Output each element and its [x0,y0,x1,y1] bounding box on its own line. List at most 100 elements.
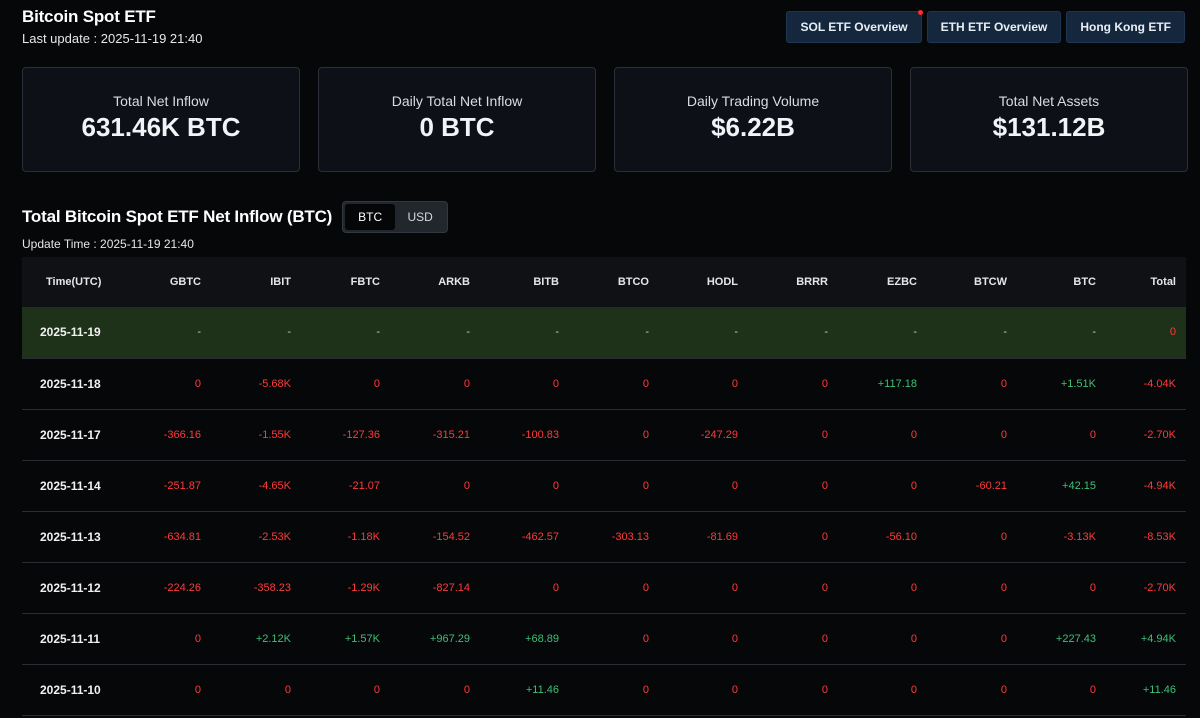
table-cell: +11.46 [1142,683,1176,696]
row-date-cell: 2025-11-17 [40,427,101,442]
column-header-hodl: HODL [706,276,738,288]
table-cell: -4.04K [1143,377,1176,390]
table-cell: -1.55K [258,428,291,441]
table-cell: -2.70K [1143,428,1176,441]
table-row: 2025-11-14 -251.87 -4.65K -21.07 0 0 0 0 0 0 -60.2… [22,460,1186,511]
stat-value: $6.22B [711,112,795,142]
column-header-fbtc: FBTC [350,276,380,288]
table-cell: 0 [1000,581,1007,594]
table-cell: 0 [910,428,917,441]
section-header: Total Bitcoin Spot ETF Net Inflow (BTC) … [22,201,449,233]
table-cell: -3.13K [1063,530,1096,543]
section-title: Total Bitcoin Spot ETF Net Inflow (BTC) [22,207,333,226]
table-cell: 0 [642,683,649,696]
row-date-cell: 2025-11-14 [40,478,101,493]
eth-etf-overview-button[interactable]: ETH ETF Overview [926,11,1062,43]
table-cell: 0 [731,479,738,492]
table-cell: - [913,326,917,339]
table-cell: 0 [1000,632,1007,645]
table-cell: 0 [821,479,828,492]
unit-toggle: BTC USD [342,201,449,233]
table-cell: 0 [1089,581,1096,594]
table-cell: 0 [1089,683,1096,696]
table-cell: -100.83 [521,428,559,441]
table-cell: -247.29 [700,428,738,441]
table-cell: -1.29K [347,581,380,594]
row-date-cell: 2025-11-19 [40,325,101,340]
table-cell: -81.69 [706,530,738,543]
table-cell: - [555,326,559,339]
table-cell: 0 [373,377,380,390]
column-header-btcw: BTCW [974,276,1007,288]
table-cell: -224.26 [163,581,201,594]
table-cell: -827.14 [432,581,470,594]
column-header-brrr: BRRR [796,276,828,288]
table-cell: 0 [1169,326,1176,339]
stat-value: 0 BTC [419,112,495,142]
table-cell: 0 [821,632,828,645]
table-body: 2025-11-19 - - - - - - - - - - - 0 2025-11-18 0 -5.68K 0… [22,307,1186,715]
page-title: Bitcoin Spot ETF [22,7,156,26]
table-cell: +11.46 [525,683,559,696]
table-cell: 0 [821,428,828,441]
table-cell: -21.07 [348,479,380,492]
table-row: 2025-11-12 -224.26 -358.23 -1.29K -827.14 0 0 0… [22,562,1186,613]
row-date-cell: 2025-11-10 [40,682,101,697]
hong-kong-etf-label: Hong Kong ETF [1080,20,1171,34]
table-cell: 0 [642,377,649,390]
table-cell: 0 [731,683,738,696]
column-header-btc: BTC [1073,276,1096,288]
stat-value: $131.12B [992,112,1106,142]
table-cell: -358.23 [253,581,291,594]
table-cell: -4.94K [1143,479,1176,492]
table-cell: -251.87 [163,479,201,492]
table-cell: +117.18 [877,377,917,390]
table-cell: 0 [552,581,559,594]
stat-card-daily-trading-volume: Daily Trading Volume $6.22B [614,67,892,172]
stat-label: Daily Trading Volume [686,93,820,109]
column-header-btco: BTCO [617,276,649,288]
table-cell: 0 [910,581,917,594]
net-inflow-table: Time(UTC) GBTC IBIT FBTC ARKB BITB BTCO HODL BRR… [22,257,1186,716]
table-cell: 0 [284,683,291,696]
update-time-text: Update Time : 2025-11-19 21:40 [22,237,194,251]
table-cell: 0 [642,428,649,441]
sol-etf-overview-button[interactable]: SOL ETF Overview [786,10,923,43]
table-row: 2025-11-18 0 -5.68K 0 0 0 0 0 0 +117.18 0 +1.51K -4.… [22,358,1186,409]
stats-cards: Total Net Inflow 631.46K BTC Daily Total… [22,67,1188,172]
row-date-cell: 2025-11-13 [40,529,101,544]
table-cell: -56.10 [885,530,917,543]
table-cell: - [1092,326,1096,339]
table-cell: 0 [731,581,738,594]
table-row: 2025-11-17 -366.16 -1.55K -127.36 -315.21 -10… [22,409,1186,460]
row-date-cell: 2025-11-11 [40,631,101,646]
table-cell: 0 [194,377,201,390]
stat-label: Total Net Inflow [113,93,209,109]
table-cell: +4.94K [1140,632,1176,645]
stat-label: Daily Total Net Inflow [391,93,523,109]
table-cell: 0 [910,683,917,696]
row-date-cell: 2025-11-18 [40,376,101,391]
toggle-btc-option[interactable]: BTC [345,204,396,230]
table-cell: -8.53K [1143,530,1176,543]
table-cell: - [734,326,738,339]
table-cell: 0 [1000,428,1007,441]
table-cell: 0 [1089,428,1096,441]
table-cell: -634.81 [163,530,201,543]
table-cell: -4.65K [258,479,291,492]
stat-card-daily-total-net-inflow: Daily Total Net Inflow 0 BTC [318,67,596,172]
table-cell: -462.57 [521,530,559,543]
table-cell: 0 [463,479,470,492]
table-cell: -1.18K [347,530,380,543]
eth-etf-overview-label: ETH ETF Overview [940,20,1048,34]
column-header-total: Total [1150,276,1176,288]
column-header-arkb: ARKB [438,276,470,288]
table-cell: 0 [373,683,380,696]
table-cell: +967.29 [429,632,470,645]
table-cell: 0 [642,581,649,594]
table-cell: - [376,326,380,339]
toggle-usd-option[interactable]: USD [407,210,433,224]
stat-label: Total Net Assets [998,93,1100,109]
hong-kong-etf-button[interactable]: Hong Kong ETF [1066,11,1185,43]
table-cell: - [824,326,828,339]
